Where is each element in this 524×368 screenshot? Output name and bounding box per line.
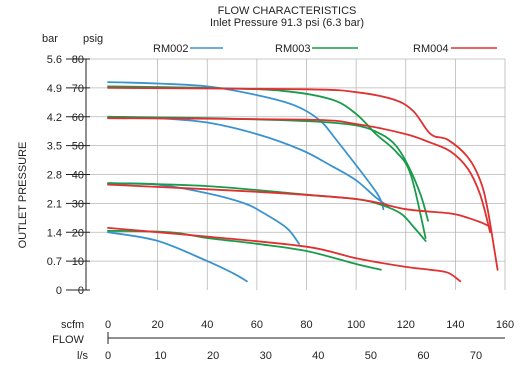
scfm-tick-label: 60	[251, 319, 263, 331]
x-axis-label: FLOW	[52, 334, 84, 346]
legend: RM002 RM003 RM004	[153, 43, 497, 55]
grid	[90, 58, 506, 290]
bar-tick-label: 0.7	[47, 256, 62, 268]
bar-tick-label: 4.9	[47, 83, 62, 95]
legend-label-rm002: RM002	[153, 43, 188, 55]
chart-title: FLOW CHARACTERISTICS	[218, 5, 357, 17]
scfm-tick-label: 40	[201, 319, 213, 331]
bar-tick-label: 2.8	[47, 170, 62, 182]
bar-unit-label: bar	[42, 33, 58, 45]
scfm-tick-label: 0	[105, 319, 111, 331]
scfm-tick-label: 80	[300, 319, 312, 331]
legend-label-rm004: RM004	[413, 43, 448, 55]
ls-tick-label: 0	[105, 350, 111, 362]
ls-tick-label: 20	[207, 350, 219, 362]
x-axis: scfm FLOW l/s 0 20 40 60 80 100 120 140 160 0 10 20…	[52, 319, 514, 362]
scfm-tick-label: 140	[446, 319, 464, 331]
ls-tick-label: 50	[365, 350, 377, 362]
psig-tick-label: 0	[78, 285, 84, 297]
psig-tick-label: 10	[72, 256, 84, 268]
curve-rm004-3	[107, 183, 491, 228]
bar-tick-label: 2.1	[47, 198, 62, 210]
chart-subtitle: Inlet Pressure 91.3 psi (6.3 bar)	[210, 17, 364, 29]
curve-rm002-2	[107, 115, 390, 208]
scfm-tick-label: 160	[496, 319, 514, 331]
bar-tick-label: 5.6	[47, 54, 62, 66]
ls-tick-label: 40	[312, 350, 324, 362]
scfm-tick-label: 120	[397, 319, 415, 331]
psig-tick-label: 40	[72, 170, 84, 182]
y-axis-label: OUTLET PRESSURE	[17, 142, 29, 249]
y-axis: 80 5.6 70 4.9 60 4.2 50 3.5 40 2.8 30 2.1 20 1.4 10 0.7…	[47, 54, 90, 297]
curve-rm004-2	[107, 117, 491, 234]
plot-curves	[107, 81, 499, 283]
ls-unit-label: l/s	[77, 350, 89, 362]
psig-tick-label: 20	[72, 227, 84, 239]
curve-rm002-1	[107, 81, 385, 211]
psig-tick-label: 30	[72, 198, 84, 210]
scfm-unit-label: scfm	[61, 319, 84, 331]
psig-tick-label: 50	[72, 141, 84, 153]
scfm-tick-label: 100	[347, 319, 365, 331]
ls-tick-label: 10	[154, 350, 166, 362]
psig-tick-label: 60	[72, 112, 84, 124]
psig-tick-label: 80	[72, 54, 84, 66]
ls-tick-label: 70	[470, 350, 482, 362]
bar-tick-label: 3.5	[47, 141, 62, 153]
ls-tick-label: 30	[260, 350, 272, 362]
scfm-tick-label: 20	[152, 319, 164, 331]
bar-tick-label: 4.2	[47, 112, 62, 124]
ls-tick-label: 60	[417, 350, 429, 362]
legend-label-rm003: RM003	[275, 43, 310, 55]
bar-tick-label: 1.4	[47, 227, 62, 239]
curve-rm004-4	[107, 227, 462, 283]
curve-rm002-4	[107, 231, 248, 283]
bar-tick-label: 0	[56, 285, 62, 297]
curve-rm003-4	[107, 229, 382, 271]
psig-tick-label: 70	[72, 83, 84, 95]
psig-unit-label: psig	[83, 33, 103, 45]
curve-rm004-1	[107, 87, 499, 271]
